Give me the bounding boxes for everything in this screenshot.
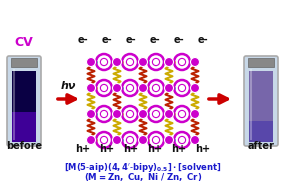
Bar bbox=[248, 58, 274, 67]
Text: h+: h+ bbox=[99, 144, 115, 154]
Circle shape bbox=[139, 57, 148, 67]
Text: e-: e- bbox=[150, 35, 160, 45]
Circle shape bbox=[164, 57, 174, 67]
Circle shape bbox=[190, 57, 200, 67]
Bar bbox=[249, 121, 273, 142]
Text: CV: CV bbox=[15, 36, 33, 49]
Bar bbox=[12, 112, 36, 142]
Text: $\mathbf{[M(5\text{-}aip)(4,4'\text{-}bipy)_{0.5}]\cdot[solvent]}$: $\mathbf{[M(5\text{-}aip)(4,4'\text{-}bi… bbox=[64, 161, 222, 174]
Bar bbox=[249, 71, 273, 142]
FancyBboxPatch shape bbox=[7, 56, 41, 146]
Text: after: after bbox=[248, 141, 274, 151]
FancyBboxPatch shape bbox=[244, 56, 278, 146]
Text: $\mathbf{(M= Zn,\ Cu,\ Ni\ /\ Zn,\ Cr)}$: $\mathbf{(M= Zn,\ Cu,\ Ni\ /\ Zn,\ Cr)}$ bbox=[84, 171, 202, 183]
Circle shape bbox=[164, 84, 174, 92]
Text: h+: h+ bbox=[76, 144, 91, 154]
Text: before: before bbox=[6, 141, 42, 151]
Circle shape bbox=[164, 136, 174, 145]
Bar bbox=[12, 71, 36, 142]
Circle shape bbox=[190, 84, 200, 92]
Circle shape bbox=[113, 84, 121, 92]
Circle shape bbox=[113, 57, 121, 67]
Text: e-: e- bbox=[126, 35, 136, 45]
Text: h+: h+ bbox=[172, 144, 187, 154]
Bar bbox=[11, 58, 37, 67]
Circle shape bbox=[113, 109, 121, 119]
Text: e-: e- bbox=[198, 35, 208, 45]
Text: e-: e- bbox=[78, 35, 88, 45]
Text: hν: hν bbox=[60, 81, 76, 91]
Circle shape bbox=[139, 109, 148, 119]
Text: h+: h+ bbox=[147, 144, 162, 154]
Circle shape bbox=[87, 57, 95, 67]
Circle shape bbox=[190, 109, 200, 119]
Circle shape bbox=[139, 84, 148, 92]
Text: e-: e- bbox=[174, 35, 184, 45]
Circle shape bbox=[87, 136, 95, 145]
Circle shape bbox=[113, 136, 121, 145]
Circle shape bbox=[139, 136, 148, 145]
Text: h+: h+ bbox=[123, 144, 139, 154]
Circle shape bbox=[87, 109, 95, 119]
Circle shape bbox=[87, 84, 95, 92]
Circle shape bbox=[190, 136, 200, 145]
Circle shape bbox=[164, 109, 174, 119]
Text: e-: e- bbox=[102, 35, 112, 45]
Text: h+: h+ bbox=[196, 144, 211, 154]
